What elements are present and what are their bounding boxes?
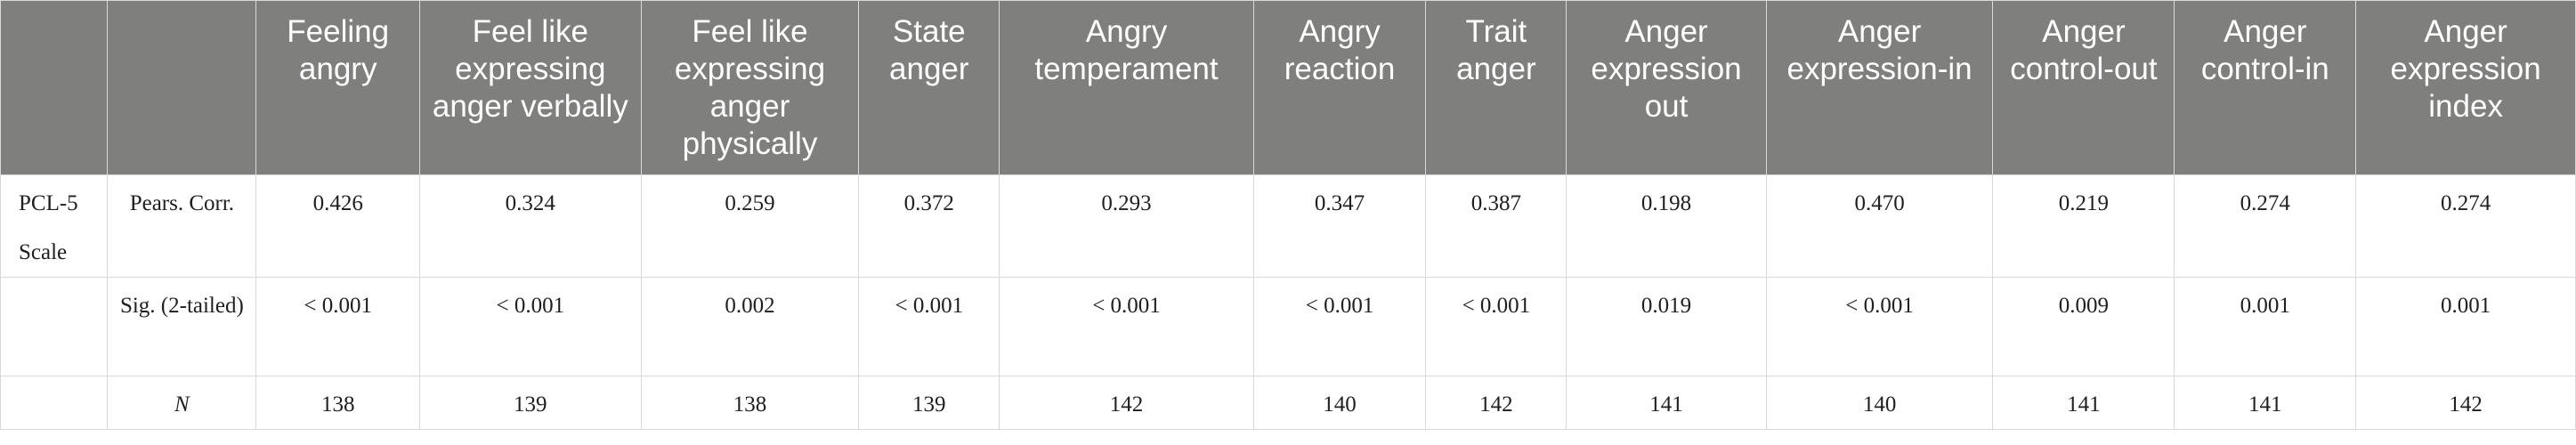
table-cell: 0.001 (2355, 277, 2576, 376)
header-angry-temperament: Angry temperament (999, 0, 1254, 175)
table-cell: 139 (858, 376, 1000, 430)
table-cell: < 0.001 (1425, 277, 1567, 376)
table-cell: 142 (2355, 376, 2576, 430)
header-feel-expressing-physically: Feel like expressing anger physically (640, 0, 860, 175)
correlation-table: Feeling angry Feel like expressing anger… (0, 0, 2576, 430)
header-cell-blank-2 (107, 0, 257, 175)
table-cell: 0.347 (1252, 174, 1427, 278)
table-row: PCL-5 Scale Pears. Corr. 0.426 0.324 0.2… (0, 174, 2576, 278)
table-cell: 0.372 (858, 174, 1000, 278)
table-cell: 138 (255, 376, 420, 430)
table-cell: 0.219 (1992, 174, 2175, 278)
table-cell: 0.293 (999, 174, 1254, 278)
header-anger-control-in: Anger control-in (2174, 0, 2357, 175)
table-cell: 138 (640, 376, 860, 430)
table-cell: 142 (999, 376, 1254, 430)
empty-cell (0, 376, 109, 430)
table-cell: 0.001 (2174, 277, 2357, 376)
table-cell: 140 (1252, 376, 1427, 430)
table-cell: < 0.001 (1252, 277, 1427, 376)
table-cell: 0.470 (1765, 174, 1994, 278)
stat-label: N (107, 376, 257, 430)
table-row: N 138 139 138 139 142 140 142 141 140 14… (0, 376, 2576, 430)
group-label: PCL-5 Scale (0, 174, 109, 278)
header-feel-expressing-verbally: Feel like expressing anger verbally (418, 0, 642, 175)
header-trait-anger: Trait anger (1425, 0, 1567, 175)
table-cell: 0.324 (418, 174, 642, 278)
header-row: Feeling angry Feel like expressing anger… (0, 0, 2576, 175)
header-cell-blank-1 (0, 0, 109, 175)
table-cell: 141 (2174, 376, 2357, 430)
table-cell: 0.387 (1425, 174, 1567, 278)
table-cell: 0.019 (1566, 277, 1767, 376)
table-cell: < 0.001 (999, 277, 1254, 376)
stat-label: Sig. (2-tailed) (107, 277, 257, 376)
table-row: Sig. (2-tailed) < 0.001 < 0.001 0.002 < … (0, 277, 2576, 376)
header-anger-expression-index: Anger expression index (2355, 0, 2576, 175)
table-cell: 0.002 (640, 277, 860, 376)
table-cell: 0.198 (1566, 174, 1767, 278)
table-cell: 140 (1765, 376, 1994, 430)
table-cell: 141 (1992, 376, 2175, 430)
empty-cell (0, 277, 109, 376)
header-state-anger: State anger (858, 0, 1000, 175)
table-cell: 0.274 (2174, 174, 2357, 278)
header-anger-expression-in: Anger expression-in (1765, 0, 1994, 175)
table-cell: 0.274 (2355, 174, 2576, 278)
header-anger-control-out: Anger control-out (1992, 0, 2175, 175)
table-cell: 139 (418, 376, 642, 430)
table-cell: < 0.001 (1765, 277, 1994, 376)
header-angry-reaction: Angry reaction (1252, 0, 1427, 175)
table-cell: < 0.001 (858, 277, 1000, 376)
header-feeling-angry: Feeling angry (255, 0, 420, 175)
table-cell: 0.426 (255, 174, 420, 278)
table-cell: 142 (1425, 376, 1567, 430)
table-cell: 0.009 (1992, 277, 2175, 376)
header-anger-expression-out: Anger expression out (1566, 0, 1767, 175)
table-cell: < 0.001 (418, 277, 642, 376)
stat-label: Pears. Corr. (107, 174, 257, 278)
table-cell: 0.259 (640, 174, 860, 278)
table-cell: 141 (1566, 376, 1767, 430)
table-cell: < 0.001 (255, 277, 420, 376)
